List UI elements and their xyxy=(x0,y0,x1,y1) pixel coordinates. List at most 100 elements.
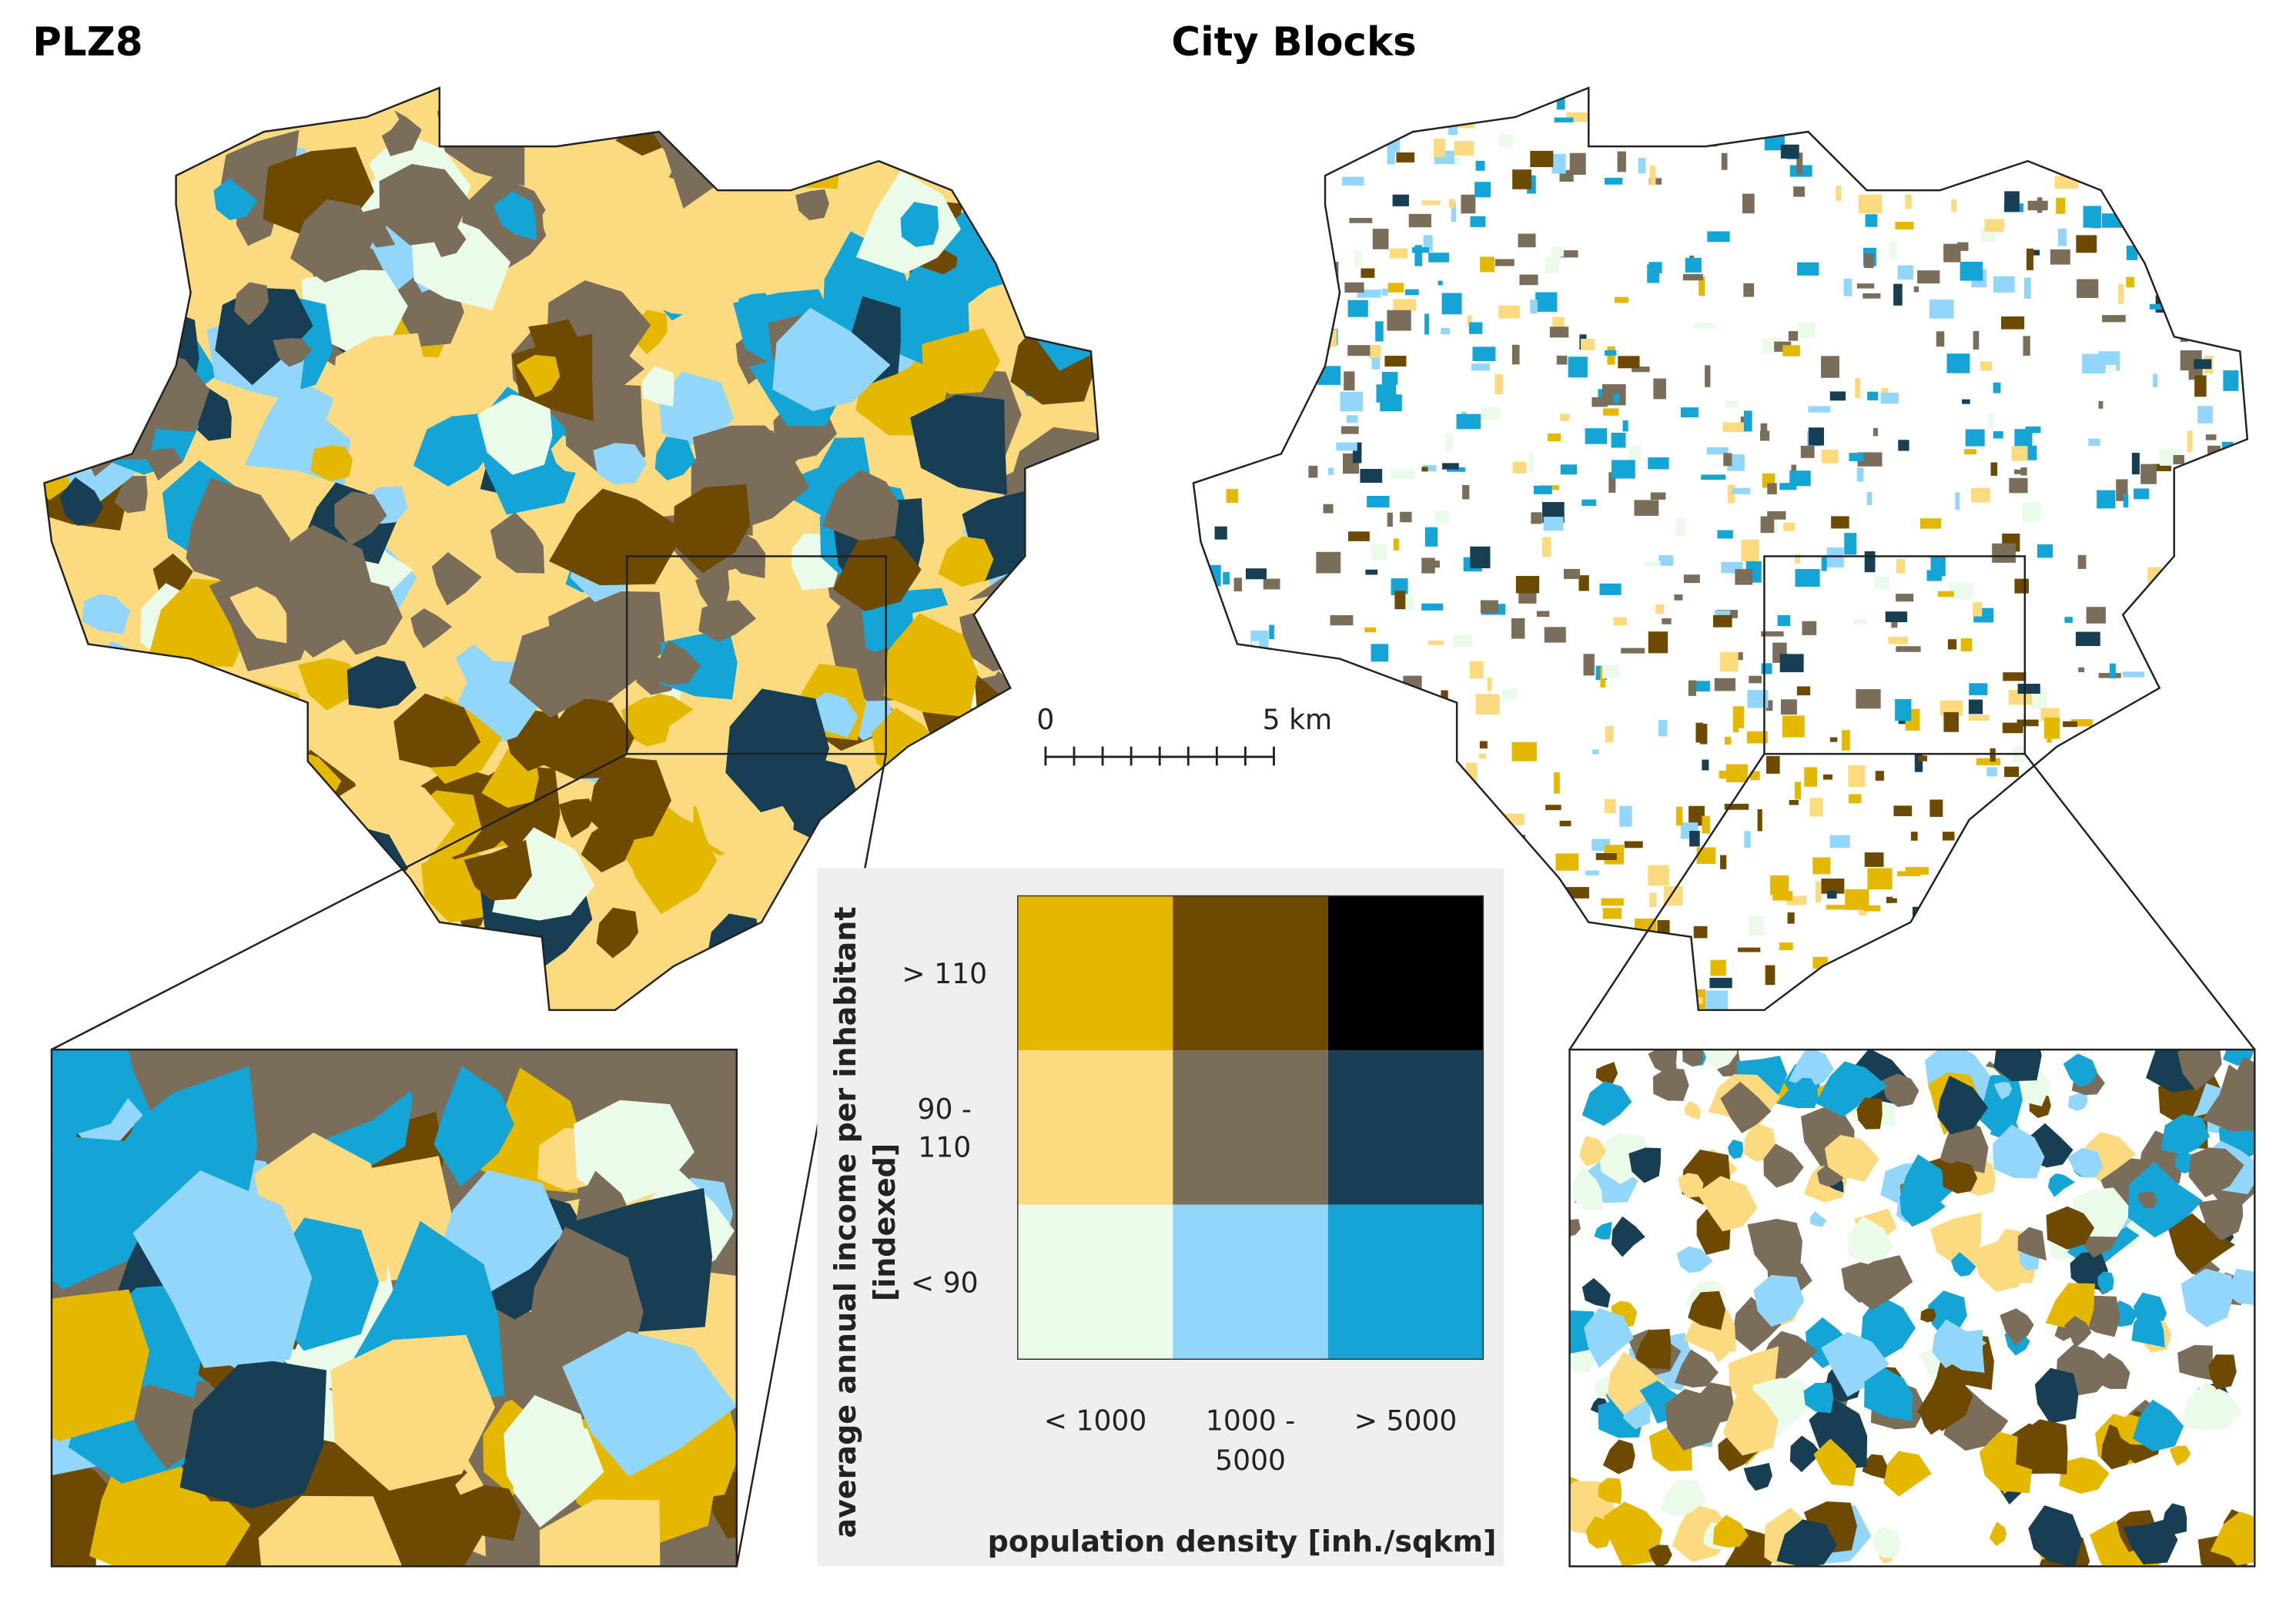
map-block xyxy=(2022,502,2041,522)
map-block xyxy=(1720,651,1739,672)
legend-grid-frame xyxy=(1017,895,1484,1361)
map-block xyxy=(1538,944,1554,956)
map-block xyxy=(1512,461,1527,474)
map-block xyxy=(1607,1351,1665,1415)
map-block xyxy=(2017,683,2040,695)
map-block xyxy=(1652,1068,1689,1101)
map-patch xyxy=(44,694,111,818)
map-patch xyxy=(109,936,181,1009)
map-block xyxy=(1970,487,1990,503)
map-block xyxy=(1689,115,1711,131)
map-block xyxy=(1424,527,1438,547)
map-block xyxy=(1554,117,1574,122)
map-block xyxy=(1469,322,1483,334)
map-block xyxy=(1393,299,1417,311)
map-block xyxy=(1824,1134,1879,1182)
map-block xyxy=(1341,426,1359,434)
map-block xyxy=(1256,684,1278,702)
map-block xyxy=(1829,835,1850,849)
map-block xyxy=(1901,159,1919,165)
map-block xyxy=(1480,600,1498,614)
map-block xyxy=(1856,283,1875,289)
map-block xyxy=(2214,630,2227,651)
map-block xyxy=(1585,1516,1612,1549)
map-block xyxy=(2041,129,2059,145)
map-block xyxy=(1700,724,1708,745)
map-block xyxy=(1512,169,1531,189)
map-block xyxy=(1624,123,1635,138)
map-block xyxy=(1826,905,1846,910)
map-block xyxy=(1709,977,1732,989)
map-block xyxy=(1211,715,1217,723)
map-block xyxy=(1555,853,1579,871)
map-block xyxy=(1306,249,1314,268)
map-block xyxy=(1827,891,1837,899)
map-block xyxy=(1917,270,1940,284)
map-block xyxy=(1638,158,1646,174)
map-patch xyxy=(290,199,375,283)
map-block xyxy=(2221,574,2236,581)
map-block xyxy=(1245,568,1267,580)
map-patch xyxy=(920,88,976,125)
map-block xyxy=(2224,688,2241,707)
map-patch xyxy=(735,943,828,1010)
map-patch xyxy=(741,127,782,169)
map-patch xyxy=(82,594,131,634)
map-block xyxy=(1472,346,1496,361)
map-block xyxy=(1227,453,1237,467)
map-block xyxy=(2212,650,2224,668)
map-block xyxy=(1598,1478,1622,1505)
map-block xyxy=(1757,809,1762,832)
map-block xyxy=(1804,767,1818,787)
map-patch xyxy=(539,1499,661,1567)
map-block xyxy=(1347,345,1371,356)
map-block xyxy=(1614,106,1631,127)
map-block xyxy=(2131,1309,2165,1347)
map-block xyxy=(1549,326,1569,338)
map-block xyxy=(2144,122,2167,137)
map-block xyxy=(1888,636,1908,644)
map-block xyxy=(1916,1362,1973,1431)
map-block xyxy=(1676,1246,1713,1274)
map-block xyxy=(1505,852,1523,864)
connector xyxy=(1568,753,1766,1050)
map-block xyxy=(2107,122,2127,141)
map-block xyxy=(2084,761,2095,770)
map-patch xyxy=(409,933,476,1010)
map-block xyxy=(1842,730,1850,751)
map-block xyxy=(1944,889,1967,910)
map-block xyxy=(1944,139,1954,154)
map-block xyxy=(1760,516,1775,534)
map-block xyxy=(2184,902,2190,919)
map-block xyxy=(2181,1268,2233,1327)
map-block xyxy=(1471,363,1490,371)
map-patch xyxy=(122,1049,216,1129)
map-block xyxy=(1838,965,1847,978)
map-patch xyxy=(632,236,720,317)
map-block xyxy=(1200,410,1213,430)
map-block xyxy=(2075,631,2100,647)
map-block xyxy=(1250,367,1271,381)
map-block xyxy=(1241,785,1254,804)
map-block xyxy=(1779,942,1793,951)
map-block xyxy=(1895,698,1912,721)
map-block xyxy=(1543,517,1564,531)
map-block xyxy=(1604,350,1617,356)
map-block xyxy=(1964,449,1976,455)
map-block xyxy=(1897,265,1913,280)
map-block xyxy=(1780,699,1797,715)
map-block xyxy=(2016,1419,2068,1474)
map-block xyxy=(1833,969,1846,982)
map-block xyxy=(1277,340,1299,348)
map-block xyxy=(1867,391,1879,401)
map-block xyxy=(1993,1082,2013,1100)
map-block xyxy=(2001,316,2025,330)
map-block xyxy=(1421,557,1435,574)
map-block xyxy=(1614,296,1628,303)
map-block xyxy=(1880,392,1899,404)
map-block xyxy=(2154,167,2161,182)
map-block xyxy=(1920,1308,1936,1323)
map-block xyxy=(2170,935,2194,944)
map-block xyxy=(1591,749,1599,755)
map-block xyxy=(2077,554,2087,569)
